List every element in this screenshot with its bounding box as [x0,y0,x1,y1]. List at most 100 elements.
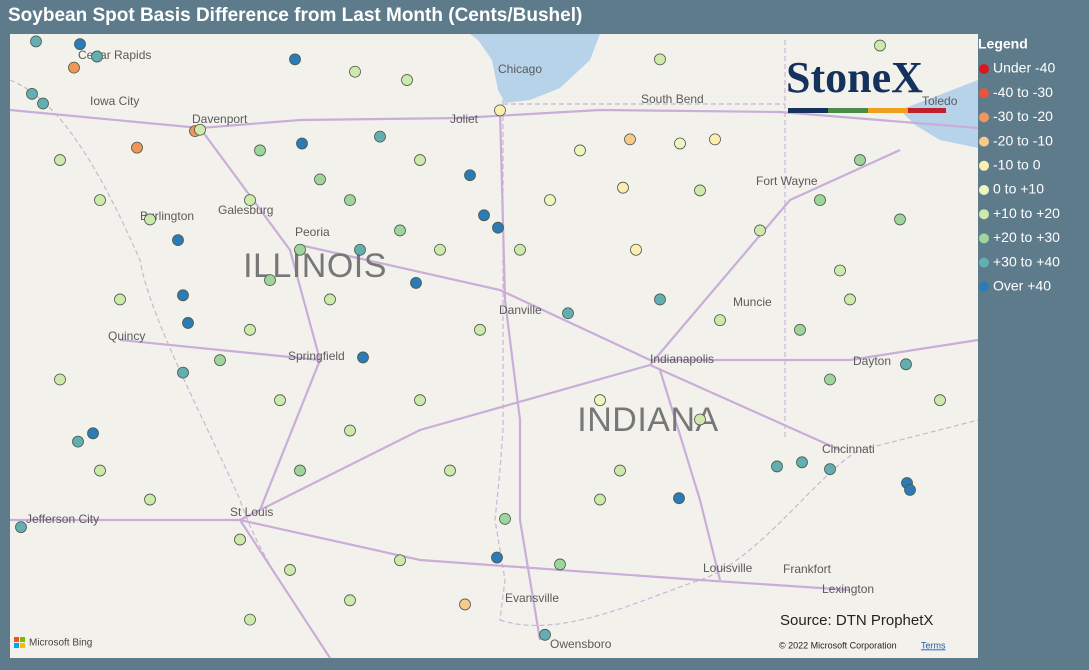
basis-point [594,493,606,506]
basis-point [354,243,366,256]
basis-point [900,358,912,371]
city-label: Davenport [192,112,248,126]
basis-point [72,435,84,448]
basis-point [491,551,503,564]
legend-label: Over +40 [993,278,1051,294]
legend-swatch [979,160,989,171]
logo-bar [828,108,868,113]
basis-point [554,558,566,571]
basis-point [771,460,783,473]
basis-point [714,314,726,327]
city-label: Indianapolis [650,352,714,366]
city-label: Lexington [822,582,874,596]
legend-swatch [979,185,989,195]
basis-point [114,293,126,306]
basis-point [244,613,256,626]
basis-point [244,323,256,336]
terms-link[interactable]: Terms [921,640,946,650]
basis-point [344,424,356,437]
bing-icon [20,637,25,642]
bing-icon [14,643,19,648]
basis-point [492,221,504,234]
legend-label: -10 to 0 [993,157,1041,173]
city-label: Evansville [505,591,559,605]
basis-point [614,464,626,477]
basis-point [414,154,426,166]
city-label: Springfield [288,349,345,363]
basis-point [94,194,106,207]
basis-point [796,456,808,469]
basis-point [15,521,27,534]
basis-point [834,264,846,277]
basis-point [294,243,306,256]
basis-point [754,224,766,237]
basis-point [814,194,826,207]
logo-text: StoneX [786,53,923,102]
basis-point [499,512,511,525]
basis-point [144,493,156,506]
lake-erie [900,80,978,148]
basis-point [694,413,706,426]
basis-point [214,354,226,367]
basis-point [934,394,946,407]
basis-point [574,144,586,157]
basis-point [37,97,49,110]
legend-label: +10 to +20 [993,205,1060,221]
basis-point [294,464,306,477]
basis-point [244,194,256,207]
basis-point [357,351,369,364]
basis-point [673,492,685,505]
legend: Under -40 -40 to -30 -30 to -20 -20 to -10 -… [979,60,1060,294]
basis-point [459,598,471,611]
basis-point [401,74,413,86]
basis-point [144,213,156,226]
basis-point [709,133,721,146]
basis-point [54,154,66,166]
basis-point [844,293,856,306]
legend-swatch [979,88,989,99]
basis-point [182,317,194,329]
city-label: Louisville [703,561,753,575]
legend-label: -30 to -20 [993,108,1053,124]
logo-bar [788,108,828,113]
basis-point [434,243,446,256]
basis-point [539,628,551,641]
city-label: St Louis [230,505,273,519]
logo-bar [868,108,908,113]
basis-point [824,463,836,476]
basis-point [562,307,574,320]
basis-point [674,137,686,150]
legend-label: -20 to -10 [993,132,1053,148]
points [15,35,946,641]
city-label: Joliet [450,112,479,126]
bing-icon [20,643,25,648]
basis-point [594,394,606,407]
basis-point [374,130,386,143]
basis-point [474,323,486,336]
basis-point [30,35,42,48]
basis-point [464,169,476,182]
legend-swatch [979,257,989,268]
legend-label: -40 to -30 [993,84,1053,100]
lake-michigan [470,34,600,103]
basis-point [410,276,422,289]
city-label: South Bend [641,92,704,106]
basis-point [274,394,286,407]
legend-label: Under -40 [993,60,1055,76]
title: Soybean Spot Basis Difference from Last … [8,5,582,26]
legend-swatch [979,64,989,74]
city-label: Chicago [498,62,542,76]
basis-point [87,427,99,440]
basis-point [284,564,296,576]
legend-swatch [979,209,989,220]
basis-point [54,373,66,386]
legend-swatch [979,136,989,147]
basis-point [624,133,636,146]
basis-point [264,274,276,287]
city-label: Jefferson City [26,512,99,526]
city-label: Muncie [733,295,772,309]
basis-point [344,194,356,207]
provider: Microsoft Bing [29,638,92,649]
city-label: Peoria [295,225,330,239]
